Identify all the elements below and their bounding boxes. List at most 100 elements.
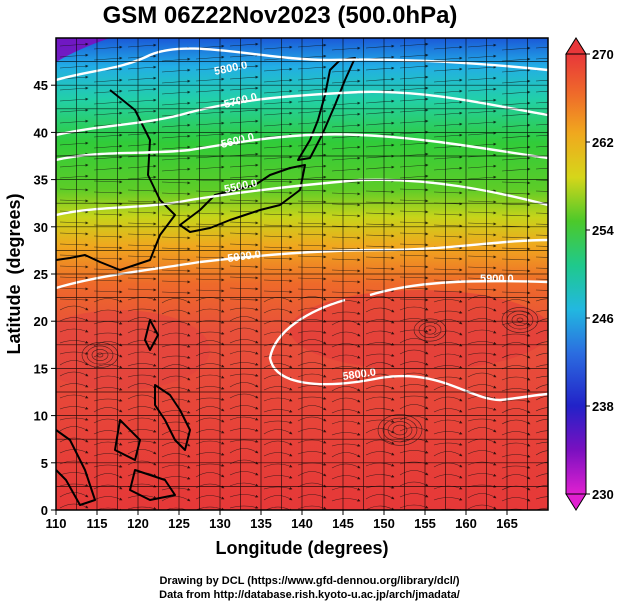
- streamline: [433, 166, 463, 171]
- streamline: [365, 419, 395, 423]
- streamline: [365, 278, 395, 282]
- vortex-ring: [511, 314, 529, 326]
- streamline: [433, 268, 463, 272]
- streamline: [263, 235, 293, 239]
- streamline: [535, 190, 548, 192]
- streamline: [399, 481, 429, 487]
- streamline: [93, 496, 123, 501]
- streamline: [263, 463, 293, 468]
- streamline: [331, 343, 361, 348]
- streamline: [195, 99, 225, 104]
- streamline: [229, 350, 259, 355]
- streamline: [331, 331, 361, 337]
- streamline: [433, 213, 463, 217]
- streamline: [195, 256, 225, 260]
- streamline: [127, 394, 157, 400]
- streamline: [365, 77, 395, 82]
- streamline: [263, 486, 293, 490]
- streamline: [365, 267, 395, 271]
- streamline: [467, 504, 497, 510]
- streamline: [535, 441, 548, 445]
- streamline: [467, 352, 497, 356]
- streamline: [399, 450, 429, 454]
- streamline: [365, 451, 395, 456]
- streamline: [195, 278, 225, 282]
- streamline: [229, 265, 259, 269]
- streamline: [433, 122, 463, 127]
- streamline: [93, 387, 123, 391]
- streamline: [93, 298, 123, 303]
- streamline: [127, 506, 157, 510]
- x-tick-label: 110: [46, 516, 67, 531]
- streamline: [365, 428, 395, 434]
- streamline: [399, 306, 429, 311]
- streamline: [229, 307, 259, 311]
- streamline: [195, 88, 225, 93]
- streamline: [433, 257, 463, 261]
- vortex-ring: [423, 325, 437, 335]
- streamline: [297, 471, 327, 477]
- streamline: [365, 396, 395, 401]
- streamline: [195, 289, 225, 293]
- streamline: [365, 439, 395, 445]
- streamline: [127, 308, 157, 312]
- streamline: [127, 277, 157, 281]
- streamline: [127, 383, 157, 389]
- streamline: [297, 54, 327, 59]
- streamline: [331, 377, 361, 381]
- streamline: [229, 163, 259, 168]
- streamline: [161, 410, 191, 414]
- streamline: [467, 493, 497, 499]
- streamline: [535, 364, 548, 368]
- streamline: [399, 338, 429, 344]
- streamline: [229, 243, 259, 247]
- streamline: [229, 119, 259, 124]
- streamline: [263, 257, 293, 261]
- streamline: [127, 317, 157, 323]
- streamline: [331, 247, 361, 251]
- streamline: [59, 298, 89, 302]
- streamline: [535, 145, 548, 148]
- streamline: [195, 417, 225, 423]
- streamline: [161, 269, 191, 273]
- streamline: [331, 386, 361, 392]
- streamline: [331, 214, 361, 218]
- streamline: [297, 439, 327, 444]
- streamline: [399, 404, 429, 410]
- streamline: [331, 291, 361, 295]
- streamline: [263, 191, 293, 195]
- streamline: [365, 474, 395, 478]
- streamline: [59, 360, 89, 366]
- streamline: [433, 67, 463, 72]
- streamline: [297, 233, 327, 237]
- streamline: [331, 46, 361, 51]
- streamline: [229, 339, 259, 344]
- streamline: [161, 476, 191, 480]
- streamline: [467, 418, 497, 422]
- streamline: [59, 426, 89, 432]
- y-tick-label: 5: [41, 456, 48, 471]
- streamline: [467, 175, 497, 180]
- streamline: [229, 505, 259, 509]
- streamline: [467, 200, 497, 204]
- vortex-ring: [387, 421, 413, 439]
- streamline: [467, 87, 497, 92]
- streamline: [331, 236, 361, 240]
- streamline: [161, 214, 191, 218]
- streamline: [433, 353, 463, 358]
- streamline: [195, 429, 225, 434]
- streamline: [229, 494, 259, 498]
- streamline: [535, 309, 548, 313]
- streamline: [331, 167, 361, 172]
- streamline: [93, 364, 123, 369]
- y-tick-label: 40: [34, 125, 48, 140]
- streamline: [161, 487, 191, 491]
- streamline: [365, 99, 395, 104]
- streamline: [195, 165, 225, 170]
- streamline: [161, 355, 191, 359]
- streamline: [161, 453, 191, 458]
- streamline: [399, 318, 429, 322]
- streamline: [229, 53, 259, 58]
- streamline: [467, 131, 497, 136]
- streamline: [467, 372, 497, 378]
